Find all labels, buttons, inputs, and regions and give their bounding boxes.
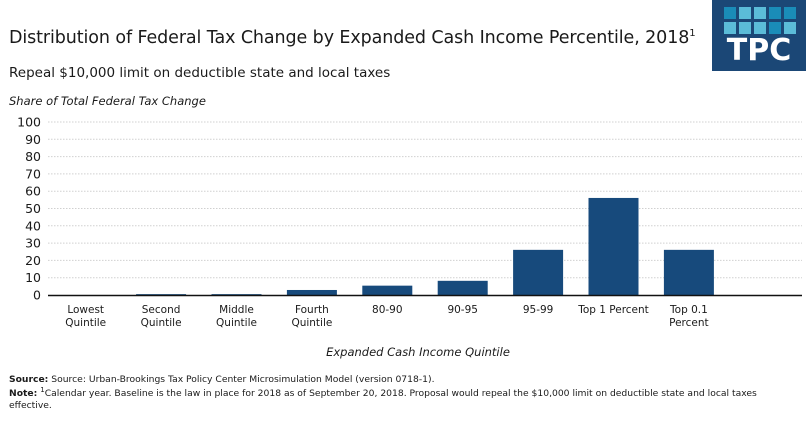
- x-tick-label: Quintile: [291, 317, 332, 329]
- logo-square: [724, 22, 736, 34]
- x-tick-label: Quintile: [216, 317, 257, 329]
- bar: [513, 249, 564, 295]
- x-tick-label: Lowest: [67, 304, 104, 316]
- note-text: Calendar year. Baseline is the law in pl…: [9, 388, 757, 411]
- logo-square: [784, 22, 796, 34]
- tpc-logo: TPC: [712, 0, 806, 71]
- bar: [663, 249, 714, 295]
- x-tick-label: 95-99: [523, 304, 554, 316]
- y-tick-label: 90: [25, 132, 41, 147]
- logo-square: [769, 7, 781, 19]
- y-tick-label: 70: [25, 166, 41, 181]
- bar: [211, 294, 262, 295]
- x-tick-label: 90-95: [447, 304, 478, 316]
- x-tick-label: Second: [142, 304, 181, 316]
- bar: [362, 285, 413, 295]
- y-tick-label: 20: [25, 253, 41, 268]
- x-tick-label: Middle: [219, 304, 254, 316]
- y-axis-title: Share of Total Federal Tax Change: [9, 94, 206, 108]
- bar: [437, 280, 488, 295]
- chart-title: Distribution of Federal Tax Change by Ex…: [9, 28, 696, 48]
- x-tick-label: Quintile: [65, 317, 106, 329]
- x-tick-label: Percent: [669, 317, 709, 329]
- y-tick-label: 60: [25, 184, 41, 199]
- y-tick-label: 80: [25, 149, 41, 164]
- logo-square: [754, 7, 766, 19]
- y-tick-label: 30: [25, 236, 41, 251]
- x-tick-label: Top 1 Percent: [577, 304, 649, 316]
- title-footnote-mark: 1: [689, 28, 696, 39]
- logo-square: [739, 7, 751, 19]
- source-line: Source: Source: Urban-Brookings Tax Poli…: [9, 374, 799, 385]
- y-tick-label: 10: [25, 270, 41, 285]
- y-tick-label: 100: [17, 115, 41, 130]
- chart-title-text: Distribution of Federal Tax Change by Ex…: [9, 28, 690, 48]
- chart-subtitle: Repeal $10,000 limit on deductible state…: [9, 65, 391, 81]
- source-text: Source: Urban-Brookings Tax Policy Cente…: [48, 374, 435, 385]
- logo-text: TPC: [726, 33, 792, 68]
- x-axis-title: Expanded Cash Income Quintile: [326, 345, 510, 359]
- bar-chart: 0102030405060708090100LowestQuintileSeco…: [17, 115, 802, 329]
- y-tick-label: 50: [25, 201, 41, 216]
- x-tick-label: Fourth: [295, 304, 329, 316]
- note-footnote-mark: 1: [40, 386, 45, 395]
- logo-square: [754, 22, 766, 34]
- x-tick-label: Quintile: [141, 317, 182, 329]
- y-tick-label: 40: [25, 218, 41, 233]
- note-line: Note: 1Calendar year. Baseline is the la…: [9, 385, 799, 411]
- source-label: Source:: [9, 374, 49, 385]
- bar: [136, 294, 187, 295]
- logo-square: [724, 7, 736, 19]
- y-tick-label: 0: [33, 288, 41, 303]
- x-tick-label: Top 0.1: [669, 304, 708, 316]
- logo-square: [769, 22, 781, 34]
- logo-square: [784, 7, 796, 19]
- logo-square: [739, 22, 751, 34]
- note-label: Note:: [9, 388, 38, 400]
- x-tick-label: 80-90: [372, 304, 403, 316]
- chart-footer: Source: Source: Urban-Brookings Tax Poli…: [9, 374, 799, 411]
- bar: [286, 289, 337, 295]
- bar: [588, 197, 639, 295]
